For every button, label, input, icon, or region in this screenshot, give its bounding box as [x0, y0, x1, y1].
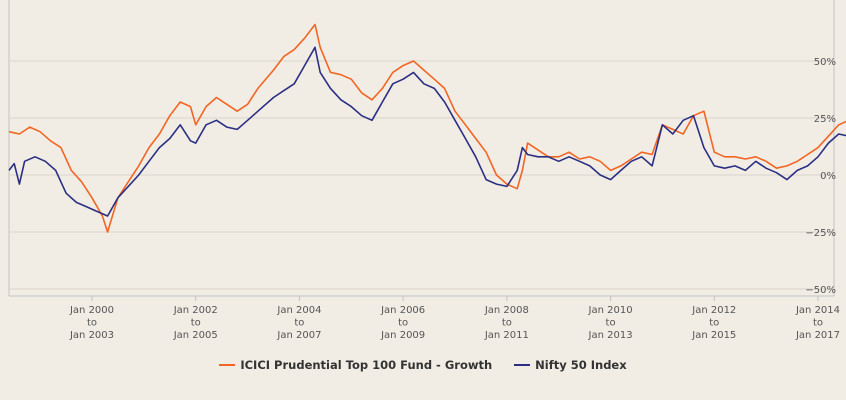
legend-label: ICICI Prudential Top 100 Fund - Growth	[240, 358, 493, 372]
x-tick-label: Jan 2014 to Jan 2017	[795, 305, 840, 341]
x-tick-label: Jan 2002 to Jan 2005	[173, 305, 218, 341]
legend-swatch	[219, 364, 236, 366]
y-tick-label: −25%	[805, 228, 836, 239]
series-line-0	[8, 23, 846, 233]
y-tick-label: 50%	[814, 57, 836, 68]
x-tick-label: Jan 2012 to Jan 2015	[691, 305, 736, 341]
legend-item-0[interactable]: ICICI Prudential Top 100 Fund - Growth	[219, 358, 492, 372]
legend-swatch	[514, 364, 531, 366]
x-tick-label: Jan 2008 to Jan 2011	[484, 305, 529, 341]
x-tick-label: Jan 2004 to Jan 2007	[276, 305, 321, 341]
x-tick-label: Jan 2000 to Jan 2003	[69, 305, 114, 341]
legend-item-1[interactable]: Nifty 50 Index	[514, 358, 627, 372]
y-tick-label: −50%	[805, 285, 836, 296]
y-tick-label: 0%	[820, 171, 836, 182]
x-tick-label: Jan 2006 to Jan 2009	[380, 305, 425, 341]
series-line-1	[8, 46, 846, 217]
y-tick-label: 25%	[814, 114, 836, 125]
series-lines	[8, 23, 846, 233]
legend-label: Nifty 50 Index	[535, 358, 627, 372]
x-axis-ticks: Jan 2000 to Jan 2003 Jan 2002 to Jan 2005 Jan …	[69, 296, 840, 341]
chart-legend: ICICI Prudential Top 100 Fund - Growth Ni…	[0, 358, 846, 372]
x-tick-label: Jan 2010 to Jan 2013	[588, 305, 633, 341]
grid-lines	[9, 60, 834, 290]
y-axis-ticks: 50% 25% 0% −25% −50%	[805, 57, 836, 296]
